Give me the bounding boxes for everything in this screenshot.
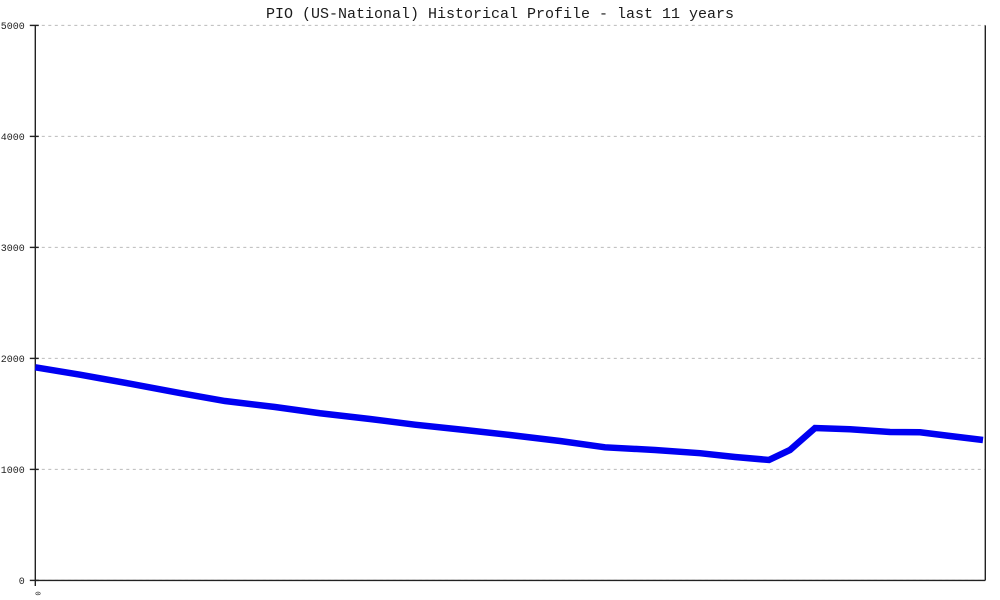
svg-text:4000: 4000 [1, 133, 25, 144]
svg-text:5000: 5000 [1, 22, 25, 33]
svg-text:1000: 1000 [1, 466, 25, 477]
svg-text:0: 0 [19, 577, 25, 588]
svg-text:2000: 2000 [1, 355, 25, 366]
svg-text:3000: 3000 [1, 244, 25, 255]
svg-text:0: 0 [32, 591, 40, 595]
